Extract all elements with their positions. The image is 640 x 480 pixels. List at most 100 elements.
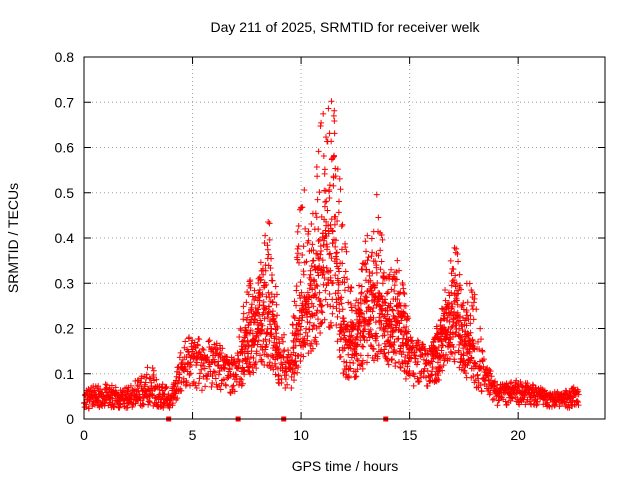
data-point — [358, 283, 365, 290]
data-point — [410, 382, 417, 389]
data-point — [377, 317, 384, 324]
data-point — [575, 391, 582, 398]
data-point — [267, 329, 274, 336]
data-point — [245, 291, 252, 298]
data-point — [463, 322, 470, 329]
data-point — [429, 358, 436, 365]
data-point — [268, 255, 275, 262]
data-point — [291, 298, 298, 305]
data-point — [341, 279, 348, 286]
data-point — [397, 363, 404, 370]
data-point — [447, 257, 454, 264]
data-point — [321, 166, 328, 173]
data-point — [337, 186, 344, 193]
data-point — [332, 165, 339, 172]
data-point — [266, 338, 273, 345]
data-point — [124, 404, 131, 411]
data-point — [162, 384, 169, 391]
data-point — [420, 343, 427, 350]
data-point — [335, 287, 342, 294]
data-point — [440, 362, 447, 369]
data-point — [329, 240, 336, 247]
data-point — [328, 255, 335, 262]
data-point — [262, 346, 269, 353]
data-point — [455, 258, 462, 265]
data-point — [448, 324, 455, 331]
data-point — [186, 334, 193, 341]
data-point — [320, 264, 327, 271]
data-point — [112, 384, 119, 391]
data-point — [235, 365, 242, 372]
data-point — [251, 287, 258, 294]
data-point — [375, 342, 382, 349]
data-point — [357, 352, 364, 359]
x-axis-label: GPS time / hours — [292, 458, 399, 474]
data-point — [505, 384, 512, 391]
data-point — [174, 380, 181, 387]
data-point — [396, 267, 403, 274]
data-point — [317, 251, 324, 258]
data-point — [336, 268, 343, 275]
data-point — [409, 337, 416, 344]
data-point — [487, 389, 494, 396]
data-point — [354, 366, 361, 373]
data-point — [369, 345, 376, 352]
data-point — [359, 365, 366, 372]
data-point — [143, 371, 150, 378]
data-point — [145, 386, 152, 393]
data-point — [363, 266, 370, 273]
data-point — [434, 331, 441, 338]
data-point — [320, 237, 327, 244]
data-point — [451, 308, 458, 315]
data-point — [488, 373, 495, 380]
data-point — [337, 353, 344, 360]
data-point — [388, 286, 395, 293]
data-point — [374, 279, 381, 286]
data-point — [328, 98, 335, 105]
data-point — [245, 350, 252, 357]
data-point — [298, 289, 305, 296]
data-point — [335, 209, 342, 216]
data-point — [324, 243, 331, 250]
data-point — [382, 300, 389, 307]
data-point — [442, 287, 449, 294]
data-point — [171, 383, 178, 390]
data-point — [358, 290, 365, 297]
data-point — [284, 381, 291, 388]
data-point — [464, 362, 471, 369]
data-point — [322, 198, 329, 205]
data-point — [269, 308, 276, 315]
data-point — [301, 187, 308, 194]
data-point — [310, 257, 317, 264]
data-point — [381, 327, 388, 334]
data-point — [300, 271, 307, 278]
data-point — [464, 312, 471, 319]
data-point — [444, 314, 451, 321]
data-point — [338, 246, 345, 253]
data-point — [367, 317, 374, 324]
data-point — [356, 323, 363, 330]
data-point — [384, 311, 391, 318]
data-point — [378, 232, 385, 239]
data-point — [383, 290, 390, 297]
data-point — [254, 341, 261, 348]
data-point — [386, 271, 393, 278]
data-point — [456, 271, 463, 278]
data-point — [315, 255, 322, 262]
data-point — [313, 282, 320, 289]
data-point — [392, 363, 399, 370]
data-point — [326, 182, 333, 189]
data-point — [451, 358, 458, 365]
data-point — [385, 289, 392, 296]
data-point — [452, 349, 459, 356]
data-point — [200, 346, 207, 353]
data-point — [316, 263, 323, 270]
data-point — [329, 310, 336, 317]
data-point — [160, 404, 167, 411]
data-point — [251, 316, 258, 323]
data-point — [354, 341, 361, 348]
data-point — [334, 313, 341, 320]
data-point — [360, 343, 367, 350]
data-point — [443, 351, 450, 358]
